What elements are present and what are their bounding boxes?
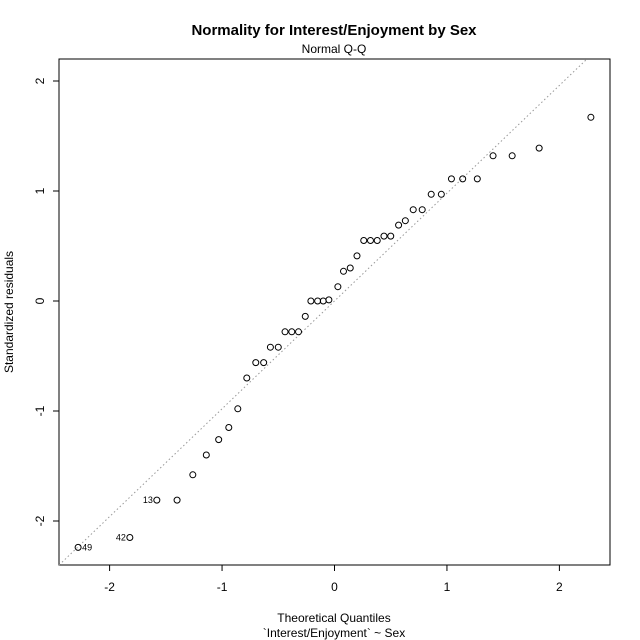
point-label: 49 [82, 542, 92, 552]
x-tick-label: -2 [104, 580, 115, 594]
data-point [295, 328, 303, 336]
data-point [346, 264, 354, 272]
data-point [243, 374, 251, 382]
data-point [307, 297, 315, 305]
y-tick-label: 0 [33, 297, 47, 304]
y-tick-label: 2 [33, 77, 47, 84]
data-point [508, 152, 516, 160]
data-point [266, 343, 274, 351]
data-point [252, 359, 260, 367]
data-point [234, 405, 242, 413]
data-point [373, 237, 381, 244]
data-point [288, 328, 296, 336]
data-point [535, 144, 543, 152]
data-point [409, 206, 417, 214]
data-point [202, 451, 210, 459]
data-point [418, 206, 426, 214]
point-label: 42 [116, 533, 126, 543]
y-tick-label: -1 [33, 405, 47, 416]
data-point [319, 297, 327, 305]
data-point [437, 190, 445, 198]
data-point [325, 296, 333, 304]
data-point [395, 221, 403, 229]
x-tick-label: -1 [217, 580, 228, 594]
data-point [339, 267, 347, 275]
y-axis-label: Standardized residuals [2, 251, 16, 373]
y-tick-label: 1 [33, 187, 47, 194]
data-point [459, 175, 467, 183]
data-point [587, 113, 595, 121]
data-point [314, 297, 322, 305]
data-point [387, 232, 395, 240]
point-label: 13 [143, 495, 153, 505]
data-point [173, 496, 181, 504]
y-axis: -2 -1 0 1 2 [33, 77, 59, 526]
data-point [74, 543, 82, 551]
data-point [401, 217, 409, 225]
data-point [153, 496, 161, 504]
data-point [380, 232, 388, 240]
data-point [215, 436, 223, 444]
reference-line [58, 58, 588, 566]
x-tick-label: 2 [556, 580, 563, 594]
data-point [473, 175, 481, 183]
data-point [447, 175, 455, 183]
data-point [225, 424, 233, 431]
y-tick-label: -2 [33, 515, 47, 526]
data-point [260, 359, 268, 367]
points-layer: 49 42 13 [74, 113, 595, 552]
x-axis-label: Theoretical Quantiles [277, 611, 390, 625]
data-point [489, 152, 497, 160]
data-point [281, 328, 289, 336]
data-point [360, 237, 368, 244]
reference-line-layer [58, 58, 588, 566]
data-point [126, 534, 134, 541]
chart-subtitle: Normal Q-Q [302, 42, 367, 56]
x-axis: -2 -1 0 1 2 [104, 565, 563, 594]
x-axis-sublabel: `Interest/Enjoyment` ~ Sex [263, 626, 405, 640]
data-point [353, 252, 361, 260]
data-point [189, 471, 197, 479]
data-point [427, 190, 435, 198]
plot-frame [58, 58, 611, 566]
data-point [274, 343, 282, 351]
data-point [301, 312, 309, 320]
chart-title: Normality for Interest/Enjoyment by Sex [191, 22, 477, 39]
x-tick-label: 0 [331, 580, 338, 594]
data-point [334, 283, 342, 291]
x-tick-label: 1 [444, 580, 451, 594]
data-point [366, 237, 374, 244]
